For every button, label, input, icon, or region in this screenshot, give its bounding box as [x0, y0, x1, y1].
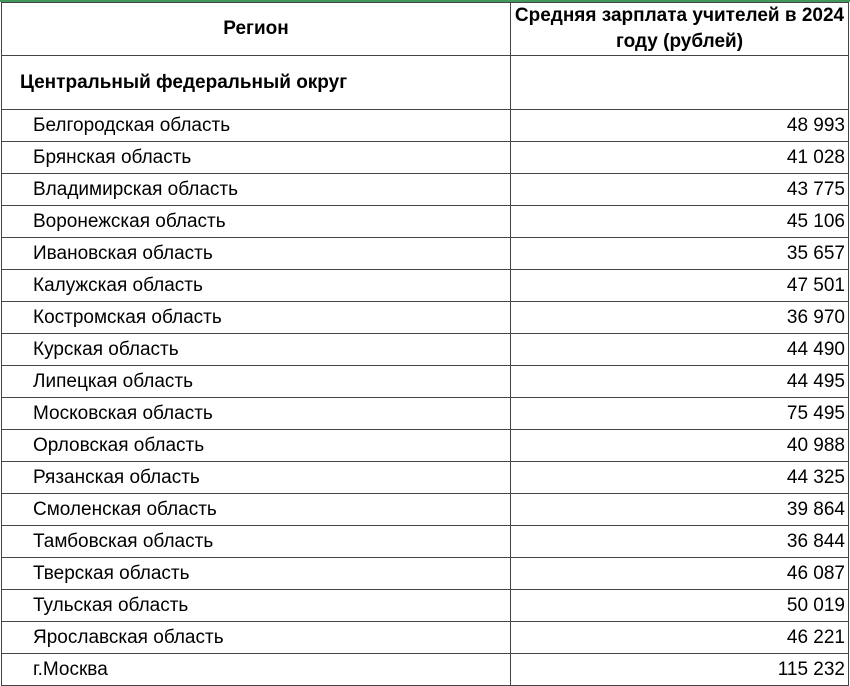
- region-cell[interactable]: Курская область: [1, 333, 511, 366]
- salary-cell[interactable]: 115 232: [510, 653, 849, 686]
- region-cell[interactable]: г.Москва: [1, 653, 511, 686]
- district-empty-cell[interactable]: [510, 55, 849, 110]
- salary-cell[interactable]: 40 988: [510, 429, 849, 462]
- region-cell[interactable]: Владимирская область: [1, 173, 511, 206]
- salary-cell[interactable]: 43 775: [510, 173, 849, 206]
- salary-cell[interactable]: 44 495: [510, 365, 849, 398]
- salary-cell[interactable]: 44 490: [510, 333, 849, 366]
- table-row: Липецкая область 44 495: [1, 365, 849, 398]
- table-row: Тамбовская область 36 844: [1, 525, 849, 558]
- region-cell[interactable]: Московская область: [1, 397, 511, 430]
- region-cell[interactable]: Воронежская область: [1, 205, 511, 238]
- salary-cell[interactable]: 46 221: [510, 621, 849, 654]
- salary-cell[interactable]: 48 993: [510, 109, 849, 142]
- region-cell[interactable]: Липецкая область: [1, 365, 511, 398]
- salary-cell[interactable]: 41 028: [510, 141, 849, 174]
- region-cell[interactable]: Смоленская область: [1, 493, 511, 526]
- table-row: Брянская область 41 028: [1, 141, 849, 174]
- header-row: Регион Средняя зарплата учителей в 2024 …: [1, 2, 849, 56]
- region-cell[interactable]: Тамбовская область: [1, 525, 511, 558]
- salary-cell[interactable]: 36 844: [510, 525, 849, 558]
- table-row: Смоленская область 39 864: [1, 493, 849, 526]
- region-cell[interactable]: Орловская область: [1, 429, 511, 462]
- region-cell[interactable]: Тверская область: [1, 557, 511, 590]
- salary-cell[interactable]: 36 970: [510, 301, 849, 334]
- table-row: Орловская область 40 988: [1, 429, 849, 462]
- table-row: Ивановская область 35 657: [1, 237, 849, 270]
- salary-cell[interactable]: 45 106: [510, 205, 849, 238]
- header-salary[interactable]: Средняя зарплата учителей в 2024 году (р…: [510, 2, 849, 56]
- table-row: Тульская область 50 019: [1, 589, 849, 622]
- top-accent-line: [0, 0, 850, 2]
- region-cell[interactable]: Тульская область: [1, 589, 511, 622]
- region-cell[interactable]: Белгородская область: [1, 109, 511, 142]
- table-row: Костромская область 36 970: [1, 301, 849, 334]
- table-row: Рязанская область 44 325: [1, 461, 849, 494]
- region-cell[interactable]: Рязанская область: [1, 461, 511, 494]
- salary-cell[interactable]: 44 325: [510, 461, 849, 494]
- header-region[interactable]: Регион: [1, 2, 511, 56]
- salary-cell[interactable]: 50 019: [510, 589, 849, 622]
- table-row: Ярославская область 46 221: [1, 621, 849, 654]
- table-row: Курская область 44 490: [1, 333, 849, 366]
- region-cell[interactable]: Ивановская область: [1, 237, 511, 270]
- table-row: Воронежская область 45 106: [1, 205, 849, 238]
- region-cell[interactable]: Ярославская область: [1, 621, 511, 654]
- table-row: Белгородская область 48 993: [1, 109, 849, 142]
- region-cell[interactable]: Калужская область: [1, 269, 511, 302]
- table-row: Владимирская область 43 775: [1, 173, 849, 206]
- table-row: Тверская область 46 087: [1, 557, 849, 590]
- salary-cell[interactable]: 39 864: [510, 493, 849, 526]
- table-row: г.Москва 115 232: [1, 653, 849, 686]
- salary-cell[interactable]: 46 087: [510, 557, 849, 590]
- district-row: Центральный федеральный округ: [1, 55, 849, 110]
- salary-cell[interactable]: 47 501: [510, 269, 849, 302]
- table-row: Калужская область 47 501: [1, 269, 849, 302]
- region-cell[interactable]: Брянская область: [1, 141, 511, 174]
- salary-cell[interactable]: 75 495: [510, 397, 849, 430]
- salary-cell[interactable]: 35 657: [510, 237, 849, 270]
- table-row: Московская область 75 495: [1, 397, 849, 430]
- region-cell[interactable]: Костромская область: [1, 301, 511, 334]
- district-name[interactable]: Центральный федеральный округ: [1, 55, 511, 110]
